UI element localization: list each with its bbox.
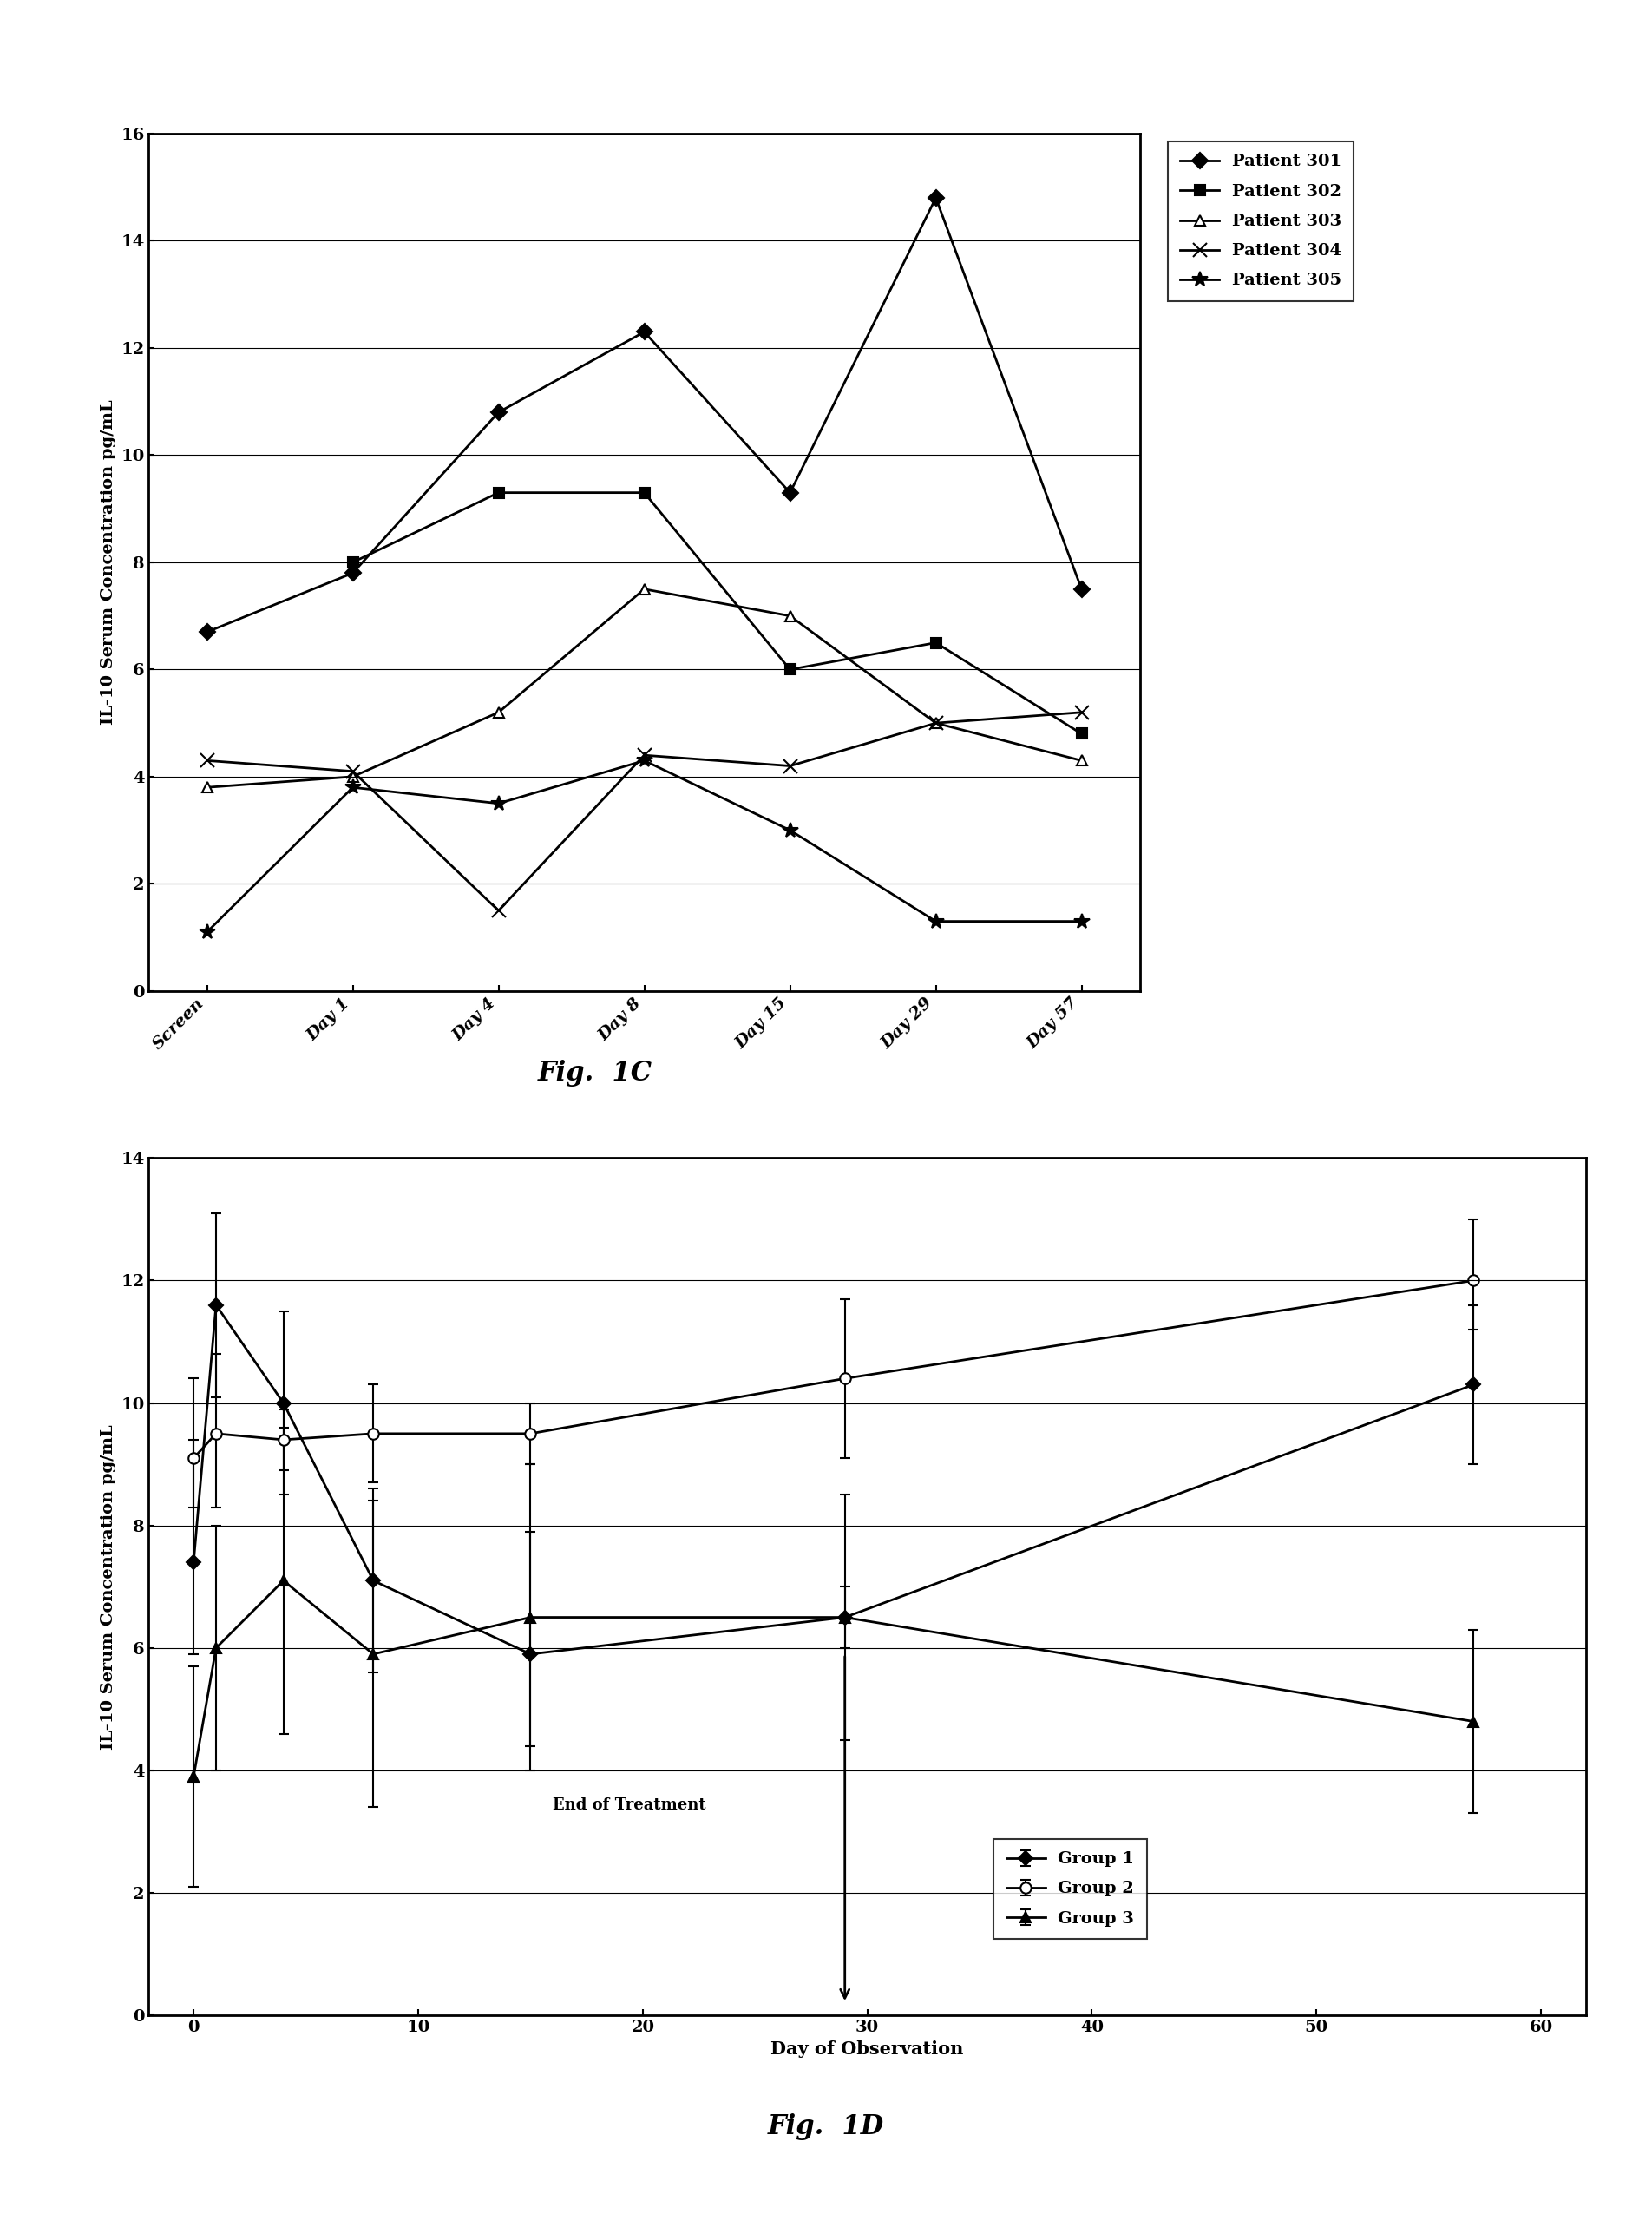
Y-axis label: IL-10 Serum Concentration pg/mL: IL-10 Serum Concentration pg/mL	[101, 401, 116, 724]
Patient 304	[1072, 699, 1092, 726]
Text: Fig.  1C: Fig. 1C	[537, 1060, 653, 1087]
Patient 303	[344, 764, 363, 791]
Line: Patient 304: Patient 304	[200, 706, 1089, 918]
Patient 304	[344, 757, 363, 784]
Patient 305	[780, 817, 800, 844]
Line: Patient 303: Patient 303	[202, 583, 1087, 793]
Line: Patient 305: Patient 305	[200, 753, 1089, 940]
Patient 301	[197, 619, 216, 646]
Patient 304	[197, 748, 216, 775]
Patient 304	[925, 710, 945, 737]
Patient 305	[344, 775, 363, 802]
Patient 301	[634, 318, 654, 345]
Patient 304	[780, 753, 800, 779]
Patient 305	[489, 791, 509, 817]
Patient 304	[634, 742, 654, 768]
Patient 303	[780, 604, 800, 630]
Patient 305	[925, 909, 945, 935]
Patient 302	[925, 630, 945, 657]
Legend: Patient 301, Patient 302, Patient 303, Patient 304, Patient 305: Patient 301, Patient 302, Patient 303, P…	[1168, 143, 1355, 301]
Patient 302	[1072, 719, 1092, 746]
Patient 301	[780, 479, 800, 506]
Patient 305	[1072, 909, 1092, 935]
Patient 303	[1072, 748, 1092, 775]
Text: End of Treatment: End of Treatment	[553, 1797, 705, 1813]
Patient 302	[344, 548, 363, 575]
Line: Patient 301: Patient 301	[202, 192, 1087, 637]
Patient 302	[780, 657, 800, 684]
Patient 303	[197, 775, 216, 802]
Patient 302	[634, 479, 654, 506]
Patient 303	[634, 577, 654, 604]
Line: Patient 302: Patient 302	[347, 488, 1087, 739]
Patient 301	[489, 399, 509, 425]
Patient 303	[489, 699, 509, 726]
Patient 303	[925, 710, 945, 737]
Patient 301	[1072, 577, 1092, 604]
Patient 302	[489, 479, 509, 506]
Patient 304	[489, 897, 509, 924]
X-axis label: Day of Observation: Day of Observation	[771, 2040, 963, 2058]
Legend: Group 1, Group 2, Group 3: Group 1, Group 2, Group 3	[995, 1840, 1146, 1940]
Patient 305	[634, 748, 654, 775]
Patient 305	[197, 920, 216, 946]
Y-axis label: IL-10 Serum Concentration pg/mL: IL-10 Serum Concentration pg/mL	[101, 1425, 116, 1748]
Text: Fig.  1D: Fig. 1D	[768, 2113, 884, 2140]
Patient 301	[925, 185, 945, 212]
Patient 301	[344, 559, 363, 586]
